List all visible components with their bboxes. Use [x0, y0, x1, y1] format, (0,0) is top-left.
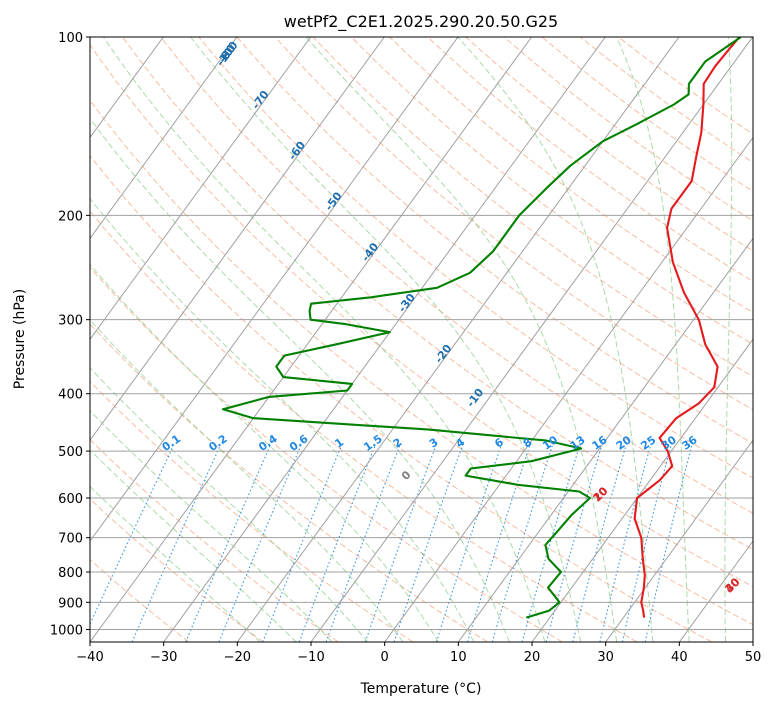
- moist-adiabat: [90, 263, 439, 642]
- x-tick-label: −40: [76, 650, 103, 665]
- mixing-ratio-line: [298, 445, 376, 642]
- isotherm-line: [90, 37, 385, 442]
- mixing-ratio-line: [572, 445, 627, 642]
- moist-adiabat: [90, 410, 333, 642]
- mixing-ratio-line: [491, 445, 553, 642]
- y-tick-label: 800: [58, 566, 83, 581]
- mixing-ratio-line: [466, 445, 531, 642]
- y-tick-label: 1000: [50, 623, 83, 638]
- mixing-ratio-line: [185, 445, 271, 642]
- dry-adiabat: [90, 266, 563, 642]
- plot-frame: [89, 36, 754, 643]
- moist-adiabat: [90, 117, 510, 642]
- x-tick-label: 10: [450, 650, 467, 665]
- x-tick-label: 20: [524, 650, 541, 665]
- moist-adiabat: [90, 367, 369, 642]
- mixing-ratio-line: [325, 445, 401, 642]
- moist-adiabat: [90, 485, 261, 642]
- dry-adiabat: [90, 210, 638, 642]
- moist-adiabat: [90, 197, 475, 642]
- x-tick-label: −30: [150, 650, 177, 665]
- mixing-ratio-line: [545, 445, 603, 642]
- moist-adiabat: [616, 37, 690, 642]
- dry-adiabat: [90, 154, 712, 642]
- mixing-ratio-line: [644, 445, 693, 642]
- y-axis-label: Pressure (hPa): [12, 289, 28, 389]
- dry-adiabat: [90, 558, 190, 642]
- y-tick-label: 500: [58, 445, 83, 460]
- mixing-ratio-line: [435, 445, 502, 642]
- x-tick-label: 30: [597, 650, 614, 665]
- temperature-line: [633, 37, 741, 618]
- isotherm-line: [236, 37, 680, 642]
- dry-adiabat: [389, 37, 753, 314]
- mixing-ratio-line: [621, 445, 672, 642]
- dry-adiabat: [90, 44, 753, 588]
- dry-adiabat: [90, 380, 414, 642]
- isotherm-line: [310, 37, 753, 642]
- isotherm-line: [605, 439, 753, 642]
- moist-adiabat: [457, 37, 654, 642]
- moist-adiabat: [724, 37, 733, 642]
- y-tick-label: 600: [58, 492, 83, 507]
- mixing-ratio-line: [364, 445, 437, 642]
- y-tick-label: 200: [58, 209, 83, 224]
- dry-adiabat: [90, 323, 488, 642]
- isotherm-line: [457, 237, 753, 642]
- dewpoint-line: [221, 37, 742, 619]
- chart-title: wetPf2_C2E1.2025.290.20.50.G25: [284, 12, 558, 32]
- mixing-ratio-line: [599, 445, 651, 642]
- isotherm-line: [90, 37, 312, 341]
- dry-adiabat: [312, 37, 753, 378]
- x-tick-label: −10: [297, 650, 324, 665]
- dry-adiabat: [90, 99, 753, 626]
- x-tick-label: 0: [381, 650, 389, 665]
- moist-adiabat: [90, 449, 297, 642]
- dry-adiabat: [122, 37, 753, 551]
- x-tick-label: 50: [745, 650, 762, 665]
- moist-adiabat: [102, 37, 546, 642]
- isotherm-line: [163, 37, 606, 642]
- isotherm-line: [90, 37, 459, 542]
- x-tick-label: −20: [224, 650, 251, 665]
- profile-lines: [221, 37, 742, 619]
- y-tick-label: 900: [58, 596, 83, 611]
- isotherm-line: [90, 37, 238, 240]
- y-tick-label: 100: [58, 31, 83, 46]
- y-tick-label: 700: [58, 532, 83, 547]
- x-axis-label: Temperature (°C): [360, 681, 482, 697]
- x-tick-label: 40: [671, 650, 688, 665]
- axes: −40 −30 −20 −10 0 10 20 30 40 50 100 200 300 400 500 60…: [50, 31, 761, 665]
- isotherm-line: [90, 37, 533, 642]
- y-tick-label: 400: [58, 388, 83, 403]
- dry-adiabat: [236, 37, 753, 445]
- y-tick-label: 300: [58, 314, 83, 329]
